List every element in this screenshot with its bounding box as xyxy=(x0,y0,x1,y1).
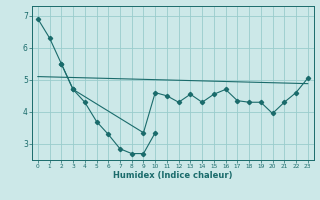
X-axis label: Humidex (Indice chaleur): Humidex (Indice chaleur) xyxy=(113,171,233,180)
